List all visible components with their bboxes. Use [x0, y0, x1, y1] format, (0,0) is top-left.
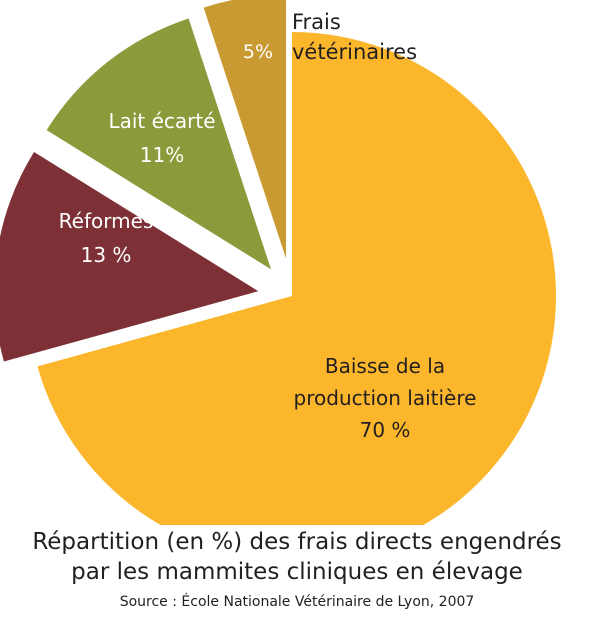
- slice-value-label-frais-veterinaires: 5%: [243, 41, 273, 63]
- slice-name-label-baisse-production: production laitière: [294, 386, 477, 410]
- pie-slice-frais-veterinaires: [203, 0, 286, 259]
- pie-chart: Baisse de la production laitière 70 % Réfor…: [0, 0, 556, 525]
- chart-caption-line-2: par les mammites cliniques en élevage: [71, 559, 523, 585]
- slice-name-label-reformes: Réformes: [59, 209, 154, 233]
- pie-slice-lait-ecarte: [46, 18, 271, 270]
- slice-value-label-baisse-production: 70 %: [360, 418, 411, 442]
- chart-source: Source : École Nationale Vétérinaire de …: [119, 594, 475, 610]
- slice-name-label-baisse-production: Baisse de la: [325, 354, 445, 378]
- slice-value-label-lait-ecarte: 11%: [140, 143, 184, 167]
- slice-name-label-frais-veterinaires: Frais: [292, 10, 341, 34]
- pie-slice-reformes: [0, 151, 259, 362]
- slice-value-label-reformes: 13 %: [81, 243, 132, 267]
- slice-name-label-lait-ecarte: Lait écarté: [108, 109, 215, 133]
- slice-name-label-frais-veterinaires: vétérinaires: [292, 40, 417, 64]
- chart-caption-line-1: Répartition (en %) des frais directs eng…: [32, 529, 562, 555]
- pie-slice-baisse-production: [37, 32, 556, 525]
